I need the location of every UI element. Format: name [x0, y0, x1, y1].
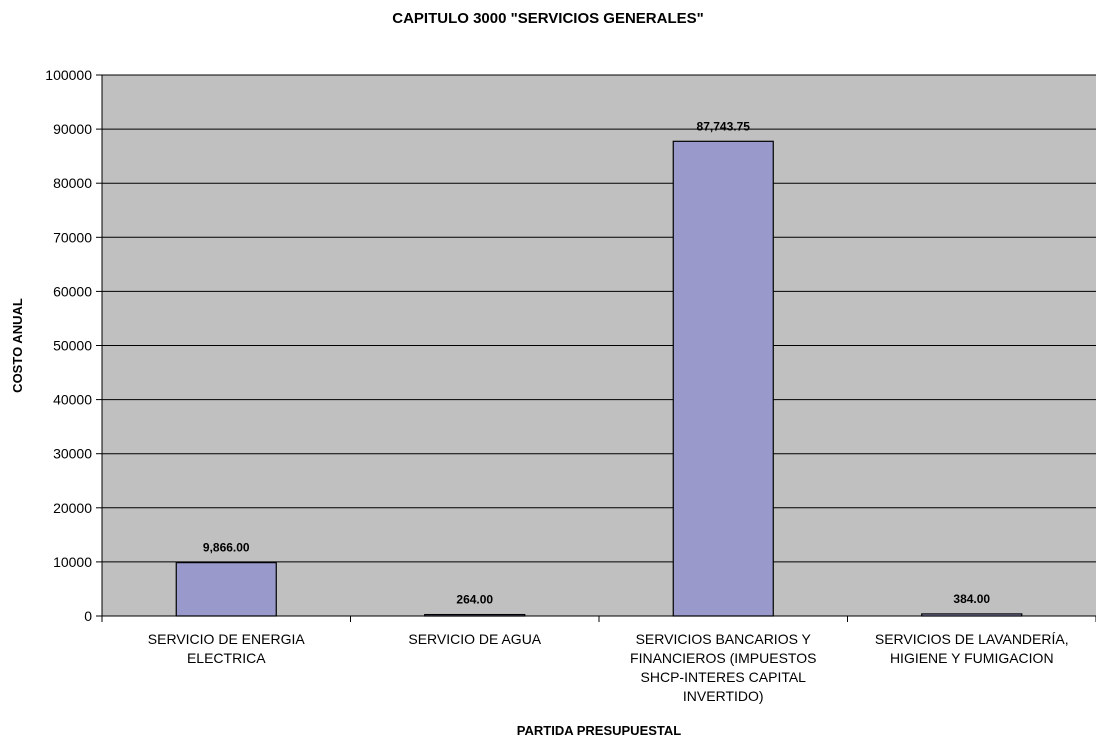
x-tick-label: SHCP-INTERES CAPITAL [641, 669, 807, 685]
bars [175, 140, 1023, 617]
chart-title: CAPITULO 3000 "SERVICIOS GENERALES" [392, 10, 704, 27]
y-tick-label: 0 [84, 608, 92, 624]
data-label: 264.00 [456, 593, 493, 607]
x-tick-label: HIGIENE Y FUMIGACION [890, 650, 1054, 666]
y-tick-label: 20000 [53, 500, 92, 516]
data-label: 384.00 [953, 592, 990, 606]
y-tick-label: 30000 [53, 446, 92, 462]
data-label: 87,743.75 [697, 119, 751, 133]
gridlines [102, 74, 1096, 563]
bar [175, 562, 277, 617]
y-tick-label: 70000 [53, 229, 92, 245]
x-tick-label: ELECTRICA [187, 650, 266, 666]
x-tick-label: SERVICIO DE ENERGIA [148, 631, 306, 647]
x-tick-label: SERVICIOS DE LAVANDERÍA, [875, 631, 1069, 647]
x-tick-label: INVERTIDO) [683, 688, 764, 704]
x-tick-label: SERVICIOS BANCARIOS Y [636, 631, 812, 647]
labels: 0 10000 20000 30000 40000 50000 60000 70000 8000… [45, 67, 1068, 704]
y-tick-label: 90000 [53, 121, 92, 137]
y-tick-label: 10000 [53, 554, 92, 570]
x-tick-label: FINANCIEROS (IMPUESTOS [630, 650, 816, 666]
x-axis-title: PARTIDA PRESUPUESTAL [517, 723, 681, 738]
x-tick-label: SERVICIO DE AGUA [408, 631, 541, 647]
y-tick-label: 80000 [53, 175, 92, 191]
bar [672, 140, 774, 617]
data-label: 9,866.00 [203, 541, 250, 555]
y-tick-label: 100000 [45, 67, 92, 83]
y-axis-title: COSTO ANUAL [10, 298, 25, 393]
y-tick-label: 50000 [53, 338, 92, 354]
y-tick-label: 60000 [53, 283, 92, 299]
axes [96, 74, 1096, 622]
y-tick-label: 40000 [53, 392, 92, 408]
